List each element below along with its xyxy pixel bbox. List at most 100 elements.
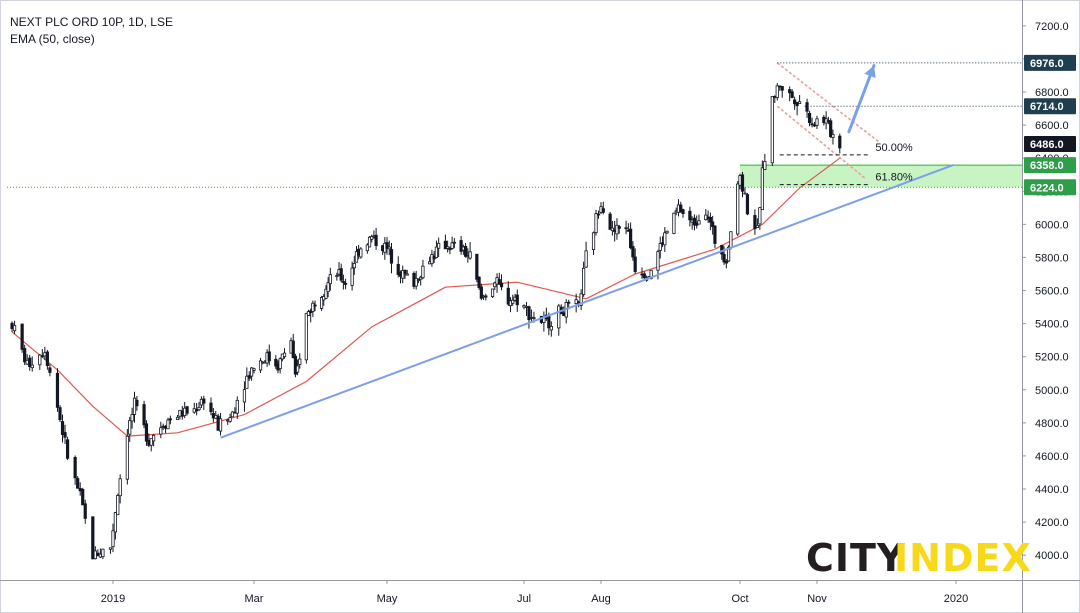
- candle-body: [697, 220, 701, 225]
- candle-body: [506, 287, 510, 305]
- candle-body: [228, 417, 232, 422]
- candle-body: [656, 251, 660, 271]
- y-tick-label: 6000.0: [1035, 219, 1069, 231]
- candle-body: [770, 96, 774, 164]
- candle-body: [692, 217, 697, 226]
- candle-body: [83, 503, 87, 519]
- candle-body: [319, 297, 324, 309]
- candle-body: [218, 418, 223, 432]
- candle-body: [812, 124, 817, 127]
- zone-top-badge-label: 6358.0: [1030, 160, 1064, 172]
- y-tick-label: 4600.0: [1035, 451, 1069, 463]
- candle-body: [359, 248, 363, 258]
- candle-body: [118, 478, 122, 497]
- candle-body: [159, 427, 163, 435]
- x-tick-label: Mar: [245, 593, 264, 605]
- candle-body: [30, 364, 34, 369]
- candle-body: [209, 402, 213, 413]
- candle-body: [743, 192, 747, 195]
- candle-body: [235, 399, 239, 414]
- candle-body: [596, 213, 601, 216]
- candle-body: [665, 230, 669, 234]
- zone-bottom-badge: [1024, 179, 1076, 196]
- y-tick-label: 6800.0: [1035, 87, 1069, 99]
- y-tick-label: 7200.0: [1035, 21, 1069, 33]
- candle-body: [681, 209, 685, 214]
- candle-body: [615, 224, 619, 235]
- candle-body: [829, 120, 833, 138]
- candle-body: [775, 85, 779, 98]
- candle-body: [419, 276, 423, 280]
- candle-body: [247, 375, 251, 379]
- candle-body: [45, 351, 49, 366]
- zone-bottom-badge-label: 6224.0: [1030, 182, 1064, 194]
- candle-body: [128, 420, 132, 435]
- projection-arrow-shaft: [847, 64, 876, 134]
- candle-body: [448, 248, 452, 251]
- candle-body: [166, 419, 170, 430]
- candle-body: [574, 299, 578, 305]
- candle-body: [98, 553, 102, 558]
- candle-body: [144, 423, 149, 442]
- candle-body: [43, 352, 47, 357]
- candle-body: [443, 240, 447, 250]
- candle-body: [313, 304, 317, 307]
- candle-body: [304, 313, 308, 361]
- candle-body: [720, 244, 724, 255]
- drawings-group: 50.00% 61.80%: [220, 62, 1022, 439]
- candle-body: [793, 99, 797, 105]
- candle-body: [25, 359, 29, 365]
- x-tick-label: Aug: [591, 593, 611, 605]
- candle-body: [341, 281, 345, 283]
- candle-body: [722, 253, 726, 263]
- candle-body: [374, 234, 378, 246]
- candle-body: [479, 286, 483, 299]
- candle-body: [76, 478, 80, 489]
- x-tick-label: May: [377, 593, 398, 605]
- candle-body: [658, 243, 662, 251]
- candle-body: [293, 355, 298, 375]
- candle-body: [132, 397, 137, 415]
- candle-body: [724, 261, 728, 264]
- candle-body: [278, 358, 282, 370]
- candle-body: [202, 398, 206, 404]
- candle-body: [490, 288, 495, 297]
- candle-body: [450, 242, 454, 249]
- candle-body: [708, 216, 712, 223]
- candle-body: [755, 225, 759, 228]
- candle-body: [111, 530, 115, 547]
- candle-body: [10, 322, 14, 330]
- candle-body: [245, 375, 249, 389]
- support-zone-box: [740, 165, 1022, 188]
- fib-level-label: 61.80%: [875, 172, 913, 184]
- candle-body: [831, 134, 835, 138]
- x-tick-label: Jul: [517, 593, 531, 605]
- ema-line-group: [11, 157, 841, 437]
- y-tick-label: 5800.0: [1035, 252, 1069, 264]
- candle-body: [584, 250, 588, 268]
- y-tick-label: 4800.0: [1035, 418, 1069, 430]
- candle-body: [108, 547, 113, 550]
- candle-body: [532, 317, 536, 320]
- logo-city: CITY: [806, 536, 905, 580]
- candle-body: [396, 263, 400, 275]
- candle-body: [713, 225, 717, 244]
- candle-body: [763, 160, 767, 170]
- candle-body: [93, 550, 97, 560]
- candle-body: [527, 306, 531, 321]
- candle-body: [403, 269, 407, 274]
- candle-body: [282, 352, 287, 358]
- candle-body: [594, 213, 598, 233]
- candle-body: [579, 293, 583, 306]
- candle-body: [306, 311, 311, 316]
- y-tick-label: 4400.0: [1035, 484, 1069, 496]
- candle-body: [788, 89, 792, 94]
- candle-body: [116, 494, 120, 516]
- candle-body: [335, 275, 339, 277]
- candle-body: [149, 438, 153, 446]
- candle-body: [522, 305, 526, 308]
- y-tick-label: 4200.0: [1035, 517, 1069, 529]
- candle-body: [354, 251, 359, 263]
- candle-body: [477, 276, 481, 288]
